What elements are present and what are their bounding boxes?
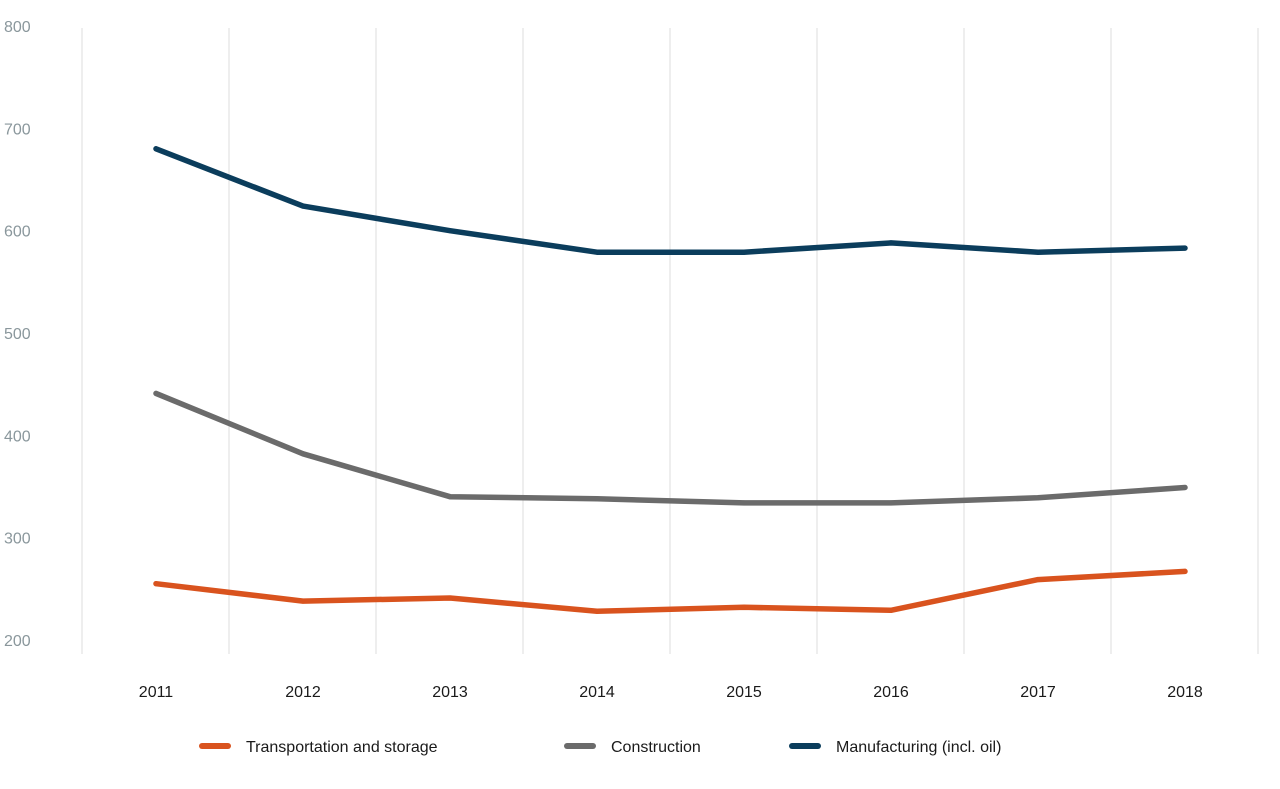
data-point-transportation-and-storage: [447, 595, 453, 601]
x-tick-label: 2016: [873, 684, 909, 701]
series-lines: [153, 146, 1188, 615]
data-point-construction: [153, 390, 159, 396]
legend-label-construction: Construction: [611, 739, 701, 756]
legend: Transportation and storage Construction Ma…: [199, 739, 1001, 756]
vertical-gridlines: [81, 28, 1259, 654]
y-axis: 800 700 600 500 400 300 200: [4, 19, 31, 650]
data-point-construction: [1182, 485, 1188, 490]
y-tick-label: 300: [4, 531, 31, 548]
x-tick-label: 2011: [139, 684, 174, 701]
x-tick-label: 2018: [1167, 684, 1203, 701]
data-point-manufacturing-incl-oil: [447, 228, 453, 234]
data-point-transportation-and-storage: [888, 607, 894, 613]
data-point-transportation-and-storage: [1035, 577, 1041, 583]
data-point-construction: [888, 500, 894, 506]
data-point-transportation-and-storage: [300, 598, 306, 604]
series-line-transportation-and-storage: [153, 568, 1188, 615]
y-tick-label: 700: [4, 121, 31, 138]
data-point-construction: [447, 494, 453, 500]
x-tick-label: 2017: [1020, 684, 1056, 701]
data-point-manufacturing-incl-oil: [741, 249, 747, 255]
y-tick-label: 400: [4, 428, 31, 445]
y-tick-label: 500: [4, 326, 31, 343]
data-point-transportation-and-storage: [153, 581, 159, 587]
data-point-manufacturing-incl-oil: [153, 146, 159, 152]
data-point-construction: [594, 496, 600, 502]
data-point-construction: [300, 451, 306, 457]
x-tick-label: 2015: [726, 684, 762, 701]
legend-label-manufacturing-incl-oil: Manufacturing (incl. oil): [836, 739, 1001, 756]
data-point-manufacturing-incl-oil: [1035, 249, 1041, 255]
y-tick-label: 600: [4, 224, 31, 241]
data-point-manufacturing-incl-oil: [1182, 245, 1188, 251]
x-axis: 2011 2012 2013 2014 2015 2016 2017 2018: [139, 684, 1203, 701]
x-tick-label: 2013: [432, 684, 468, 701]
x-tick-label: 2014: [579, 684, 615, 701]
y-tick-label: 200: [4, 633, 31, 650]
series-line-manufacturing-incl-oil: [153, 146, 1188, 255]
y-tick-label: 800: [4, 19, 31, 36]
data-point-manufacturing-incl-oil: [300, 203, 306, 209]
data-point-transportation-and-storage: [594, 608, 600, 614]
x-tick-label: 2012: [285, 684, 321, 701]
series-line-construction: [153, 390, 1188, 506]
data-point-transportation-and-storage: [1182, 568, 1188, 574]
legend-label-transportation-and-storage: Transportation and storage: [246, 739, 438, 756]
data-point-manufacturing-incl-oil: [594, 249, 600, 255]
data-point-manufacturing-incl-oil: [888, 240, 894, 246]
data-point-construction: [741, 500, 747, 506]
data-point-construction: [1035, 495, 1041, 501]
data-point-transportation-and-storage: [741, 604, 747, 610]
